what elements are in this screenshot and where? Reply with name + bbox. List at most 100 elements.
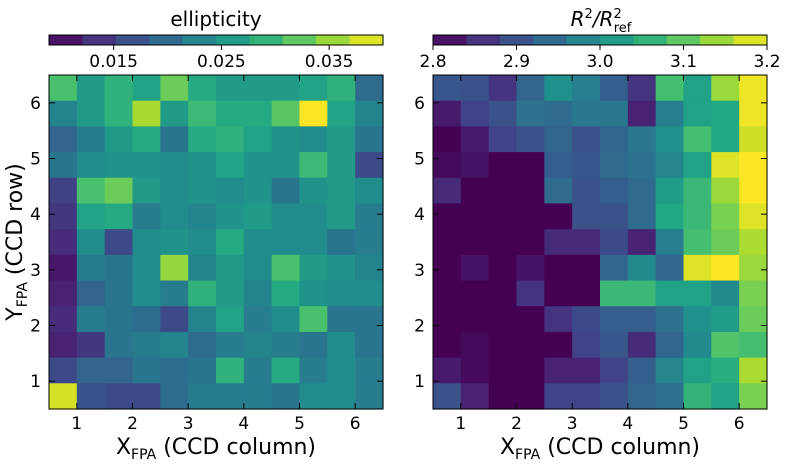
x-tick-label: 4 <box>238 414 249 434</box>
heatmap-cell <box>355 75 384 102</box>
heatmap-cell <box>216 229 245 256</box>
heatmap-cell <box>160 280 189 307</box>
heatmap-cell <box>188 152 217 179</box>
heatmap-cell <box>299 306 328 333</box>
colorbar-bin <box>216 35 250 45</box>
heatmap-cell <box>433 100 462 127</box>
heatmap-cell <box>433 383 462 410</box>
heatmap-cell <box>271 152 301 179</box>
heatmap-cell <box>216 100 245 127</box>
heatmap-cell <box>327 126 356 153</box>
heatmap-cell <box>600 280 629 307</box>
heatmap-cell <box>516 100 545 127</box>
heatmap-cell <box>711 177 740 205</box>
heatmap-cell <box>132 254 161 282</box>
heatmap-cell <box>188 229 217 256</box>
heatmap-cell <box>271 100 301 127</box>
heatmap-cell <box>216 152 245 179</box>
heatmap-cell <box>433 203 462 230</box>
heatmap-cell <box>460 357 490 384</box>
left-heatmap <box>49 75 384 410</box>
colorbar-bin <box>316 35 351 45</box>
heatmap-cell <box>327 383 356 410</box>
heatmap-cell <box>355 254 384 282</box>
heatmap-cell <box>488 100 518 127</box>
heatmap-cell <box>516 177 545 205</box>
heatmap-cell <box>572 75 601 102</box>
heatmap-cell <box>711 331 740 359</box>
heatmap-cell <box>160 203 189 230</box>
heatmap-cell <box>572 306 601 333</box>
heatmap-cell <box>216 203 245 230</box>
heatmap-cell <box>627 203 657 230</box>
heatmap-cell <box>355 152 384 179</box>
heatmap-cell <box>243 177 273 205</box>
x-tick-label: 5 <box>294 414 305 434</box>
heatmap-cell <box>104 203 134 230</box>
left-title: ellipticity <box>170 7 261 31</box>
heatmap-cell <box>488 357 518 384</box>
heatmap-cell <box>299 331 328 359</box>
heatmap-cell <box>76 75 106 102</box>
x-tick-label: 1 <box>455 414 466 434</box>
heatmap-cell <box>516 254 545 282</box>
heatmap-cell <box>600 383 629 410</box>
heatmap-cell <box>243 152 273 179</box>
heatmap-cell <box>132 280 161 307</box>
heatmap-cell <box>271 280 301 307</box>
heatmap-cell <box>655 254 685 282</box>
heatmap-cell <box>516 229 545 256</box>
heatmap-cell <box>544 306 573 333</box>
heatmap-cell <box>683 229 712 256</box>
heatmap-cell <box>271 306 301 333</box>
heatmap-cell <box>655 126 685 153</box>
left-colorbar-ticks: 0.015 0.025 0.035 <box>89 45 353 72</box>
y-tick-label: 6 <box>30 94 41 114</box>
heatmap-cell <box>683 75 712 102</box>
heatmap-cell <box>433 126 462 153</box>
heatmap-cell <box>600 357 629 384</box>
x-tick-label: 3 <box>567 414 578 434</box>
heatmap-cell <box>460 75 490 102</box>
heatmap-cell <box>355 357 384 384</box>
heatmap-cell <box>271 254 301 282</box>
left-x-axis-label: XFPA (CCD column) <box>116 435 316 463</box>
right-plot-frame <box>432 74 768 410</box>
heatmap-cell <box>433 357 462 384</box>
heatmap-cell <box>188 254 217 282</box>
heatmap-cell <box>76 331 106 359</box>
heatmap-cell <box>188 203 217 230</box>
heatmap-cell <box>683 331 712 359</box>
heatmap-cell <box>433 331 462 359</box>
heatmap-cell <box>488 280 518 307</box>
colorbar-tick-label: 2.8 <box>419 52 446 72</box>
heatmap-cell <box>49 75 78 102</box>
heatmap-cell <box>627 306 657 333</box>
heatmap-cell <box>299 126 328 153</box>
heatmap-cell <box>544 383 573 410</box>
heatmap-cell <box>216 126 245 153</box>
colorbar-tick-label: 3.0 <box>586 52 613 72</box>
y-tick-label: 2 <box>414 317 425 337</box>
heatmap-cell <box>243 75 273 102</box>
heatmap-cell <box>160 254 189 282</box>
heatmap-cell <box>544 331 573 359</box>
heatmap-cell <box>600 229 629 256</box>
heatmap-cell <box>243 280 273 307</box>
heatmap-cell <box>216 357 245 384</box>
heatmap-cell <box>188 126 217 153</box>
heatmap-cell <box>216 306 245 333</box>
right-colorbar-ticks: 2.8 2.9 3.0 3.1 3.2 <box>419 45 781 72</box>
heatmap-cell <box>488 75 518 102</box>
heatmap-cell <box>49 126 78 153</box>
heatmap-cell <box>355 203 384 230</box>
heatmap-cell <box>655 229 685 256</box>
heatmap-cell <box>132 383 161 410</box>
colorbar-bin <box>666 35 701 45</box>
heatmap-cell <box>104 229 134 256</box>
left-y-axis-label: YFPA (CCD row) <box>3 163 31 321</box>
heatmap-cell <box>76 357 106 384</box>
heatmap-cell <box>433 229 462 256</box>
heatmap-cell <box>104 357 134 384</box>
